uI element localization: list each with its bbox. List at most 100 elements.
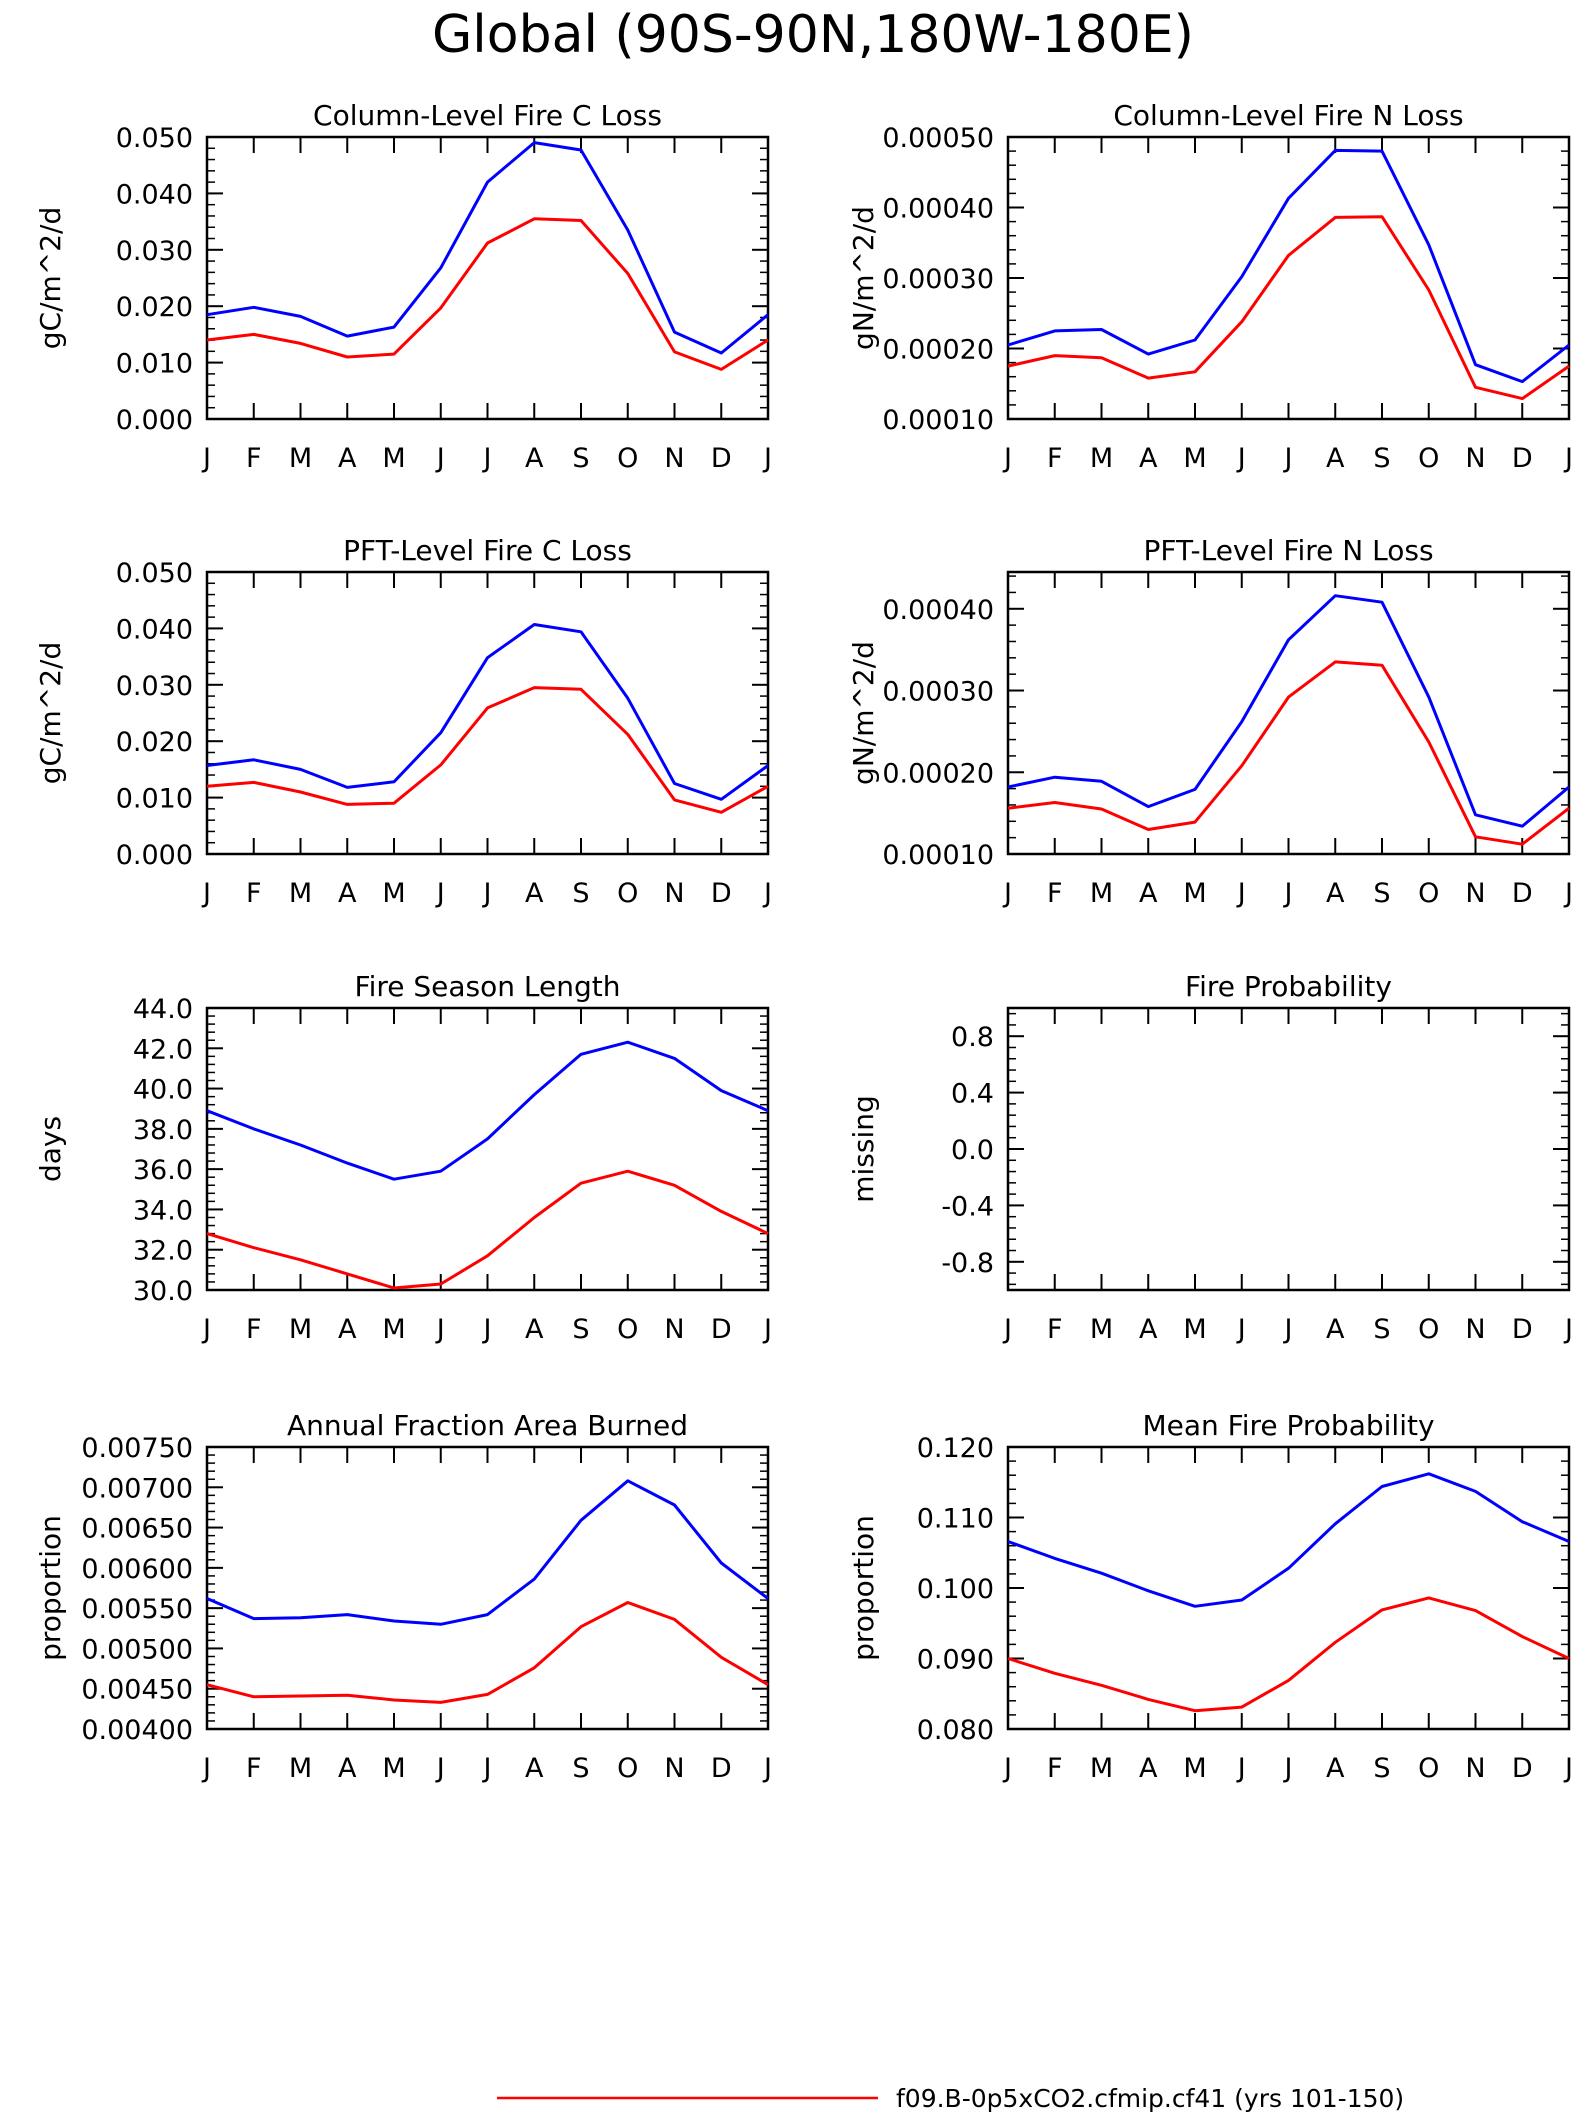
x-tick-label: N <box>664 1753 684 1784</box>
x-tick-label: J <box>1283 1314 1293 1345</box>
series-line <box>1007 1472 1570 1608</box>
x-tick-label: A <box>1139 878 1158 909</box>
plot-frame <box>1006 135 1571 421</box>
y-tick-label: 0.00050 <box>882 123 994 154</box>
series-line <box>206 217 769 371</box>
y-tick-label: 0.00040 <box>882 595 994 626</box>
y-tick-label: 0.00600 <box>81 1554 193 1585</box>
x-tick-label: O <box>1418 443 1439 474</box>
x-tick-label: F <box>246 878 262 909</box>
x-tick-label: J <box>201 878 211 909</box>
x-tick-label: D <box>711 1314 732 1345</box>
y-tick-label: -0.4 <box>941 1191 994 1222</box>
x-tick-label: N <box>1465 878 1485 909</box>
x-tick-label: A <box>338 1753 357 1784</box>
x-tick-label: A <box>1139 443 1158 474</box>
y-tick-label: 0.020 <box>116 292 193 323</box>
x-tick-label: A <box>338 443 357 474</box>
y-tick-label: 36.0 <box>133 1155 193 1186</box>
x-tick-label: A <box>1326 1753 1345 1784</box>
x-tick-label: O <box>617 1753 638 1784</box>
y-axis-label: gN/m^2/d <box>847 641 880 785</box>
y-tick-label: 0.040 <box>116 614 193 645</box>
y-tick-label: 0.110 <box>917 1504 994 1535</box>
x-tick-label: O <box>617 443 638 474</box>
y-tick-label: 34.0 <box>133 1195 193 1226</box>
x-tick-label: S <box>572 443 589 474</box>
x-tick-label: J <box>1236 1753 1246 1784</box>
legend: f09.B-0p5xCO2.cfmip.cf41 (yrs 101-150) <box>497 2084 1404 2113</box>
x-tick-label: J <box>482 443 492 474</box>
x-tick-label: O <box>617 878 638 909</box>
x-tick-label: D <box>1512 878 1533 909</box>
x-tick-label: M <box>1183 443 1206 474</box>
y-tick-label: 0.000 <box>116 405 193 436</box>
series-line <box>206 141 769 355</box>
x-tick-label: J <box>1236 443 1246 474</box>
x-tick-label: M <box>1090 443 1113 474</box>
x-tick-label: D <box>1512 1314 1533 1345</box>
x-tick-label: M <box>1183 1314 1206 1345</box>
series-line <box>206 686 769 814</box>
y-tick-label: 38.0 <box>133 1115 193 1146</box>
y-tick-label: 0.00550 <box>81 1594 193 1625</box>
x-tick-label: A <box>525 443 544 474</box>
y-axis-label: gN/m^2/d <box>847 206 880 350</box>
plot-frame <box>205 135 770 421</box>
y-axis-label: missing <box>847 1095 880 1203</box>
x-tick-label: N <box>664 1314 684 1345</box>
y-tick-label: 32.0 <box>133 1236 193 1267</box>
x-tick-label: M <box>382 1753 405 1784</box>
x-tick-label: D <box>711 443 732 474</box>
x-tick-label: F <box>1047 443 1063 474</box>
x-tick-label: J <box>435 878 445 909</box>
x-tick-label: J <box>201 443 211 474</box>
series-line <box>1007 660 1570 846</box>
x-tick-label: J <box>1283 878 1293 909</box>
chart-panels: Column-Level Fire C Loss gC/m^2/d 0.000 0.0… <box>34 99 1573 1784</box>
x-tick-label: J <box>435 443 445 474</box>
chart-title: Annual Fraction Area Burned <box>287 1409 688 1442</box>
x-tick-label: F <box>1047 878 1063 909</box>
x-tick-label: A <box>525 1753 544 1784</box>
x-tick-label: N <box>1465 443 1485 474</box>
x-tick-label: J <box>1002 878 1012 909</box>
x-tick-label: J <box>1236 878 1246 909</box>
chart-panel: Fire Season Length days 30.0 32.0 34.0 36.0 38… <box>34 970 772 1345</box>
chart-panel: Annual Fraction Area Burned proportion 0.0… <box>34 1409 772 1784</box>
x-tick-label: F <box>246 1314 262 1345</box>
x-tick-label: A <box>1326 1314 1345 1345</box>
legend-label: f09.B-0p5xCO2.cfmip.cf41 (yrs 101-150) <box>896 2084 1404 2113</box>
chart-panel: Fire Probability missing -0.8 -0.4 0.0 0.4 0.8… <box>847 970 1573 1345</box>
series-line <box>206 1479 769 1626</box>
x-tick-label: M <box>1090 1753 1113 1784</box>
y-tick-label: 0.00010 <box>882 840 994 871</box>
x-tick-label: F <box>246 1753 262 1784</box>
x-tick-label: J <box>1002 1314 1012 1345</box>
x-tick-label: S <box>1373 1753 1390 1784</box>
x-tick-label: M <box>1090 1314 1113 1345</box>
x-tick-label: D <box>1512 443 1533 474</box>
chart-panel: PFT-Level Fire N Loss gN/m^2/d 0.00010 0.00… <box>847 534 1573 909</box>
plot-frame <box>1006 570 1571 856</box>
series-line <box>206 623 769 801</box>
x-tick-label: M <box>289 1753 312 1784</box>
x-tick-label: A <box>338 1314 357 1345</box>
x-tick-label: N <box>1465 1753 1485 1784</box>
x-tick-label: F <box>246 443 262 474</box>
y-tick-label: 0.8 <box>951 1022 994 1053</box>
plot-frame <box>205 1445 770 1731</box>
series-line <box>1007 1596 1570 1713</box>
y-tick-label: 0.120 <box>917 1433 994 1464</box>
y-tick-label: 0.010 <box>116 349 193 380</box>
x-tick-label: A <box>1139 1314 1158 1345</box>
series-line <box>1007 215 1570 401</box>
y-tick-label: 0.040 <box>116 179 193 210</box>
x-tick-label: J <box>1563 1753 1573 1784</box>
x-tick-label: S <box>1373 878 1390 909</box>
x-tick-label: J <box>1563 1314 1573 1345</box>
chart-title: PFT-Level Fire N Loss <box>1143 534 1433 567</box>
x-tick-label: J <box>1002 443 1012 474</box>
x-tick-label: M <box>289 443 312 474</box>
y-tick-label: 0.00400 <box>81 1715 193 1746</box>
